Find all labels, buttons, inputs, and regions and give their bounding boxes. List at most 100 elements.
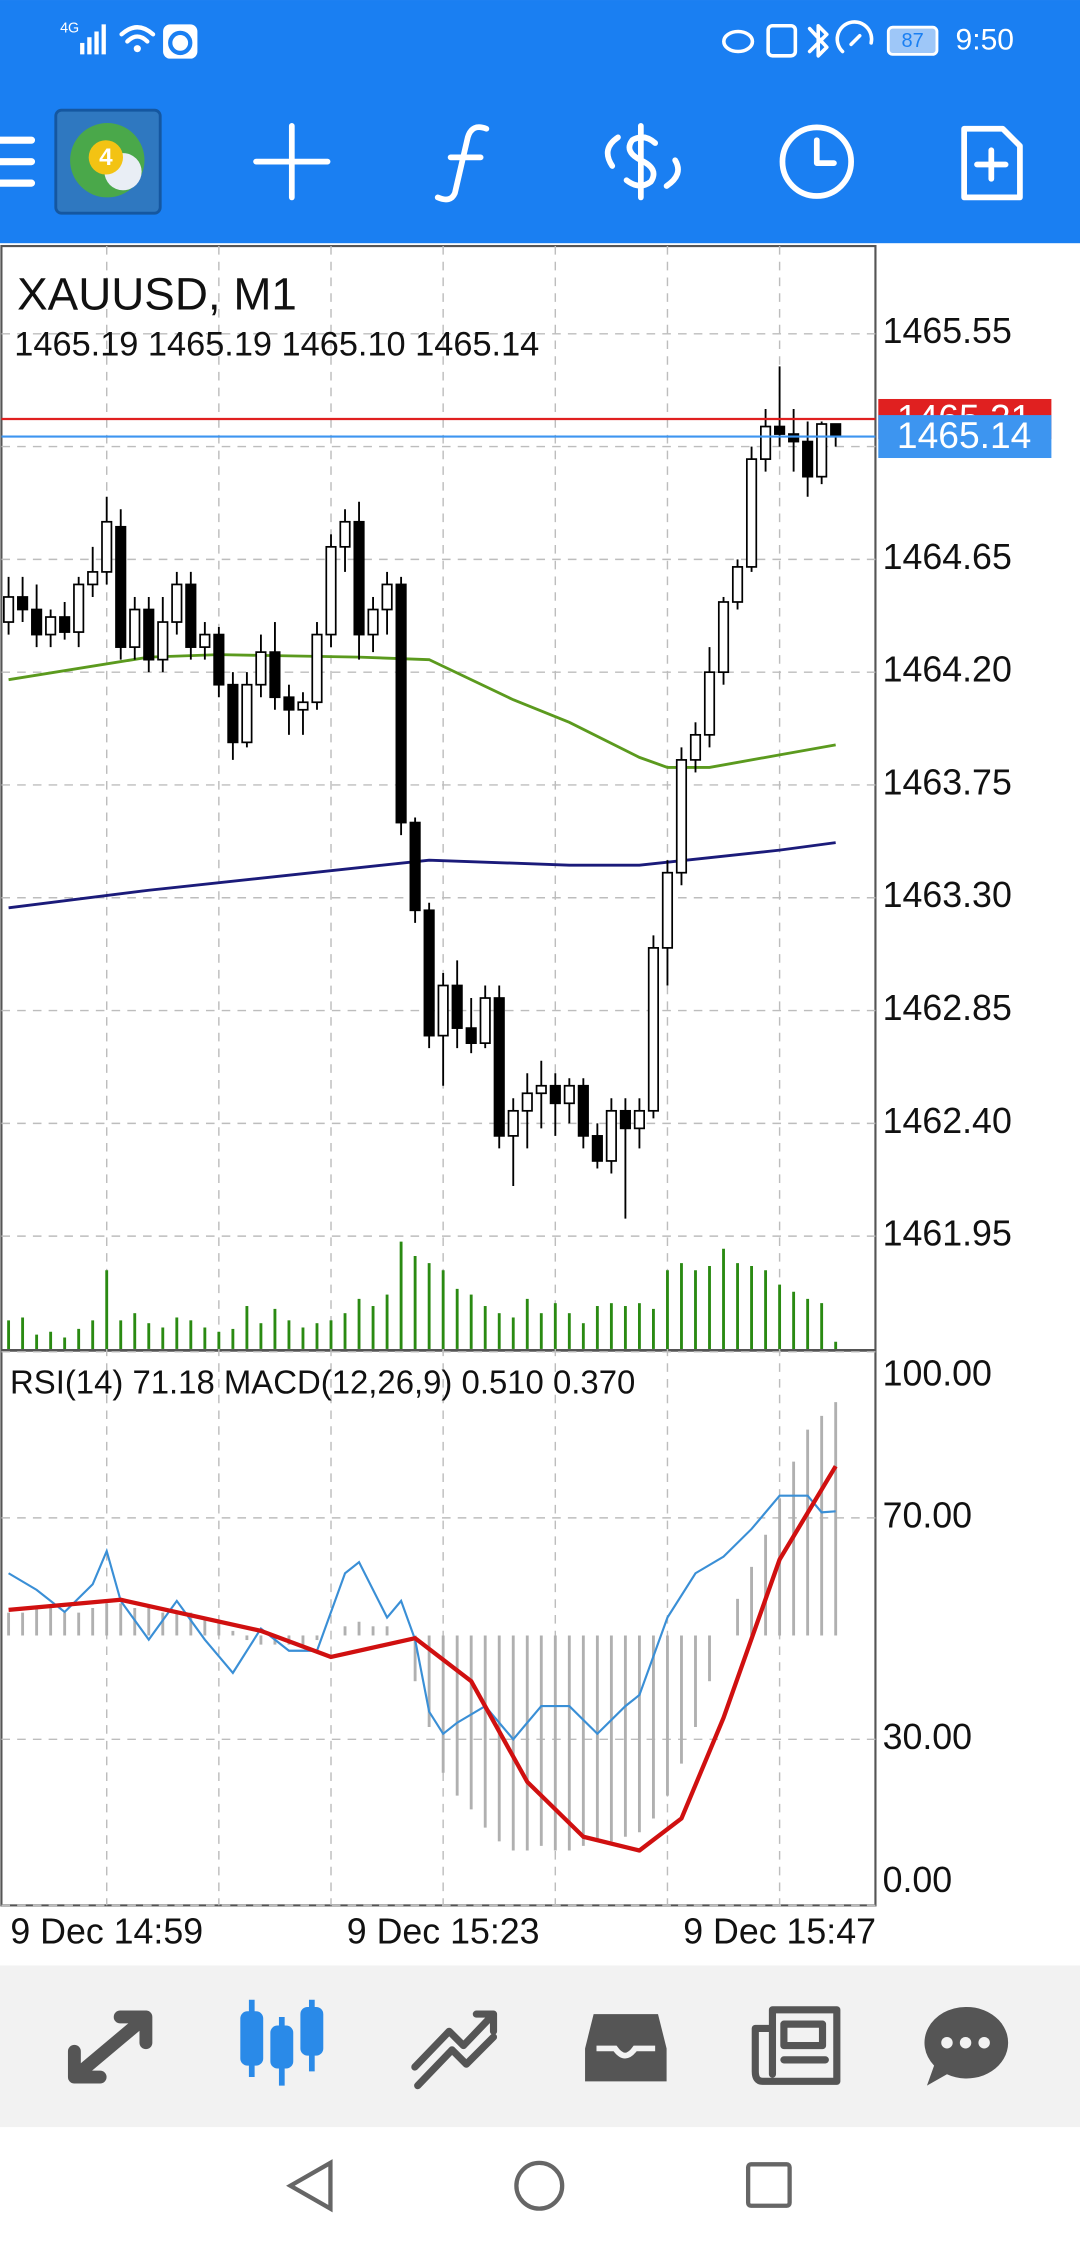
candle-body bbox=[479, 997, 491, 1045]
candle-body bbox=[802, 440, 814, 478]
y-tick-label: 1465.55 bbox=[883, 311, 1012, 351]
y-tick-label: 1463.30 bbox=[883, 875, 1012, 915]
indicator-label: RSI(14) 71.18 MACD(12,26,9) 0.510 0.370 bbox=[10, 1363, 635, 1400]
y-tick-label: 0.00 bbox=[883, 1860, 953, 1900]
x-tick-label: 9 Dec 15:47 bbox=[683, 1911, 876, 1951]
candle-body bbox=[227, 683, 239, 744]
candle-body bbox=[367, 608, 379, 636]
candle-body bbox=[381, 583, 393, 611]
app-icon[interactable]: 4 bbox=[54, 108, 162, 215]
candle-body bbox=[437, 984, 449, 1037]
network-type: 4G bbox=[60, 20, 79, 36]
history-tab[interactable] bbox=[585, 2014, 667, 2082]
candle-body bbox=[535, 1084, 547, 1095]
candle-body bbox=[423, 909, 435, 1037]
x-tick-label: 9 Dec 14:59 bbox=[10, 1911, 203, 1951]
y-tick-label: 70.00 bbox=[883, 1495, 972, 1535]
candle-body bbox=[647, 947, 660, 1112]
candle-body bbox=[465, 1027, 477, 1045]
clock: 9:50 bbox=[956, 23, 1014, 56]
candle-body bbox=[493, 997, 505, 1137]
menu-button[interactable] bbox=[0, 136, 36, 187]
moving-average bbox=[8, 653, 836, 769]
candle-body bbox=[745, 458, 758, 568]
candle-body bbox=[717, 601, 730, 674]
candle-body bbox=[45, 616, 57, 636]
trade-button[interactable] bbox=[604, 123, 681, 201]
status-icons bbox=[722, 20, 874, 58]
price-labels: 1465.211465.14 bbox=[878, 396, 1052, 459]
candle-body bbox=[171, 583, 183, 623]
candle-body bbox=[774, 425, 786, 435]
moving-average bbox=[8, 841, 836, 910]
candle-body bbox=[605, 1109, 617, 1162]
wifi-dot bbox=[133, 45, 141, 53]
bid-label: 1465.14 bbox=[897, 414, 1031, 456]
candle-body bbox=[816, 423, 828, 478]
y-tick-label: 1464.65 bbox=[883, 537, 1012, 577]
candle-body bbox=[409, 821, 421, 912]
candle-body bbox=[283, 696, 295, 711]
bid-label-bg bbox=[878, 415, 1052, 459]
y-tick-label: 1462.85 bbox=[883, 988, 1012, 1028]
candle-body bbox=[703, 671, 716, 736]
candle-body bbox=[255, 651, 267, 686]
battery-level: 87 bbox=[902, 30, 924, 52]
macd-signal-line bbox=[8, 1465, 838, 1853]
app-notification-glyph bbox=[168, 30, 193, 56]
new-order-button[interactable] bbox=[961, 125, 1023, 201]
indicators-button[interactable] bbox=[434, 124, 490, 203]
candle-body bbox=[563, 1084, 575, 1105]
period-button[interactable] bbox=[779, 124, 854, 199]
candle-body bbox=[788, 433, 800, 443]
y-tick-label: 1464.20 bbox=[883, 650, 1012, 690]
candle-body bbox=[73, 583, 85, 633]
y-tick-label: 1461.95 bbox=[883, 1214, 1012, 1254]
app-icon-badge: 4 bbox=[99, 144, 113, 171]
indicator-series bbox=[7, 1402, 838, 1853]
candle-body bbox=[325, 545, 337, 636]
back-button[interactable] bbox=[286, 2159, 333, 2213]
candle-body bbox=[619, 1109, 631, 1130]
candle-body bbox=[311, 633, 323, 704]
candle-body bbox=[339, 520, 351, 548]
candle-body bbox=[143, 608, 155, 661]
y-tick-label: 1462.40 bbox=[883, 1101, 1012, 1141]
candle-body bbox=[549, 1084, 561, 1105]
quotes-tab[interactable] bbox=[67, 2010, 153, 2084]
grid bbox=[1, 246, 876, 1907]
news-tab[interactable] bbox=[751, 2006, 841, 2085]
bottom-nav bbox=[0, 1965, 1080, 2128]
y-tick-label: 100.00 bbox=[883, 1354, 992, 1394]
candle-body bbox=[451, 984, 463, 1029]
candle-body bbox=[731, 566, 744, 603]
candle-body bbox=[353, 520, 365, 636]
home-button[interactable] bbox=[514, 2160, 565, 2211]
battery-icon bbox=[886, 25, 939, 56]
candle-body bbox=[59, 616, 71, 633]
candle-body bbox=[760, 425, 772, 460]
candle-body bbox=[269, 651, 281, 699]
y-tick-label: 1463.75 bbox=[883, 762, 1012, 802]
chart-tab[interactable] bbox=[240, 1999, 324, 2086]
candle-body bbox=[661, 871, 674, 949]
quote-line: 1465.19 1465.19 1465.10 1465.14 bbox=[14, 325, 539, 363]
trade-tab[interactable] bbox=[411, 2010, 498, 2090]
candle-body bbox=[31, 608, 43, 636]
axis-labels: 1465.551465.101464.651464.201463.751463.… bbox=[10, 311, 1012, 1951]
chat-tab[interactable] bbox=[924, 2006, 1009, 2086]
candle-body bbox=[101, 520, 113, 573]
candle-body bbox=[521, 1092, 533, 1112]
x-tick-label: 9 Dec 15:23 bbox=[347, 1911, 540, 1951]
candle-body bbox=[507, 1109, 519, 1137]
candle-body bbox=[115, 525, 127, 648]
crosshair-button[interactable] bbox=[253, 123, 331, 201]
recents-button[interactable] bbox=[745, 2162, 792, 2208]
candle-body bbox=[577, 1084, 589, 1137]
candle-body bbox=[675, 759, 688, 874]
main-series bbox=[3, 366, 842, 1349]
candle-body bbox=[17, 596, 29, 611]
candle-body bbox=[213, 633, 225, 686]
